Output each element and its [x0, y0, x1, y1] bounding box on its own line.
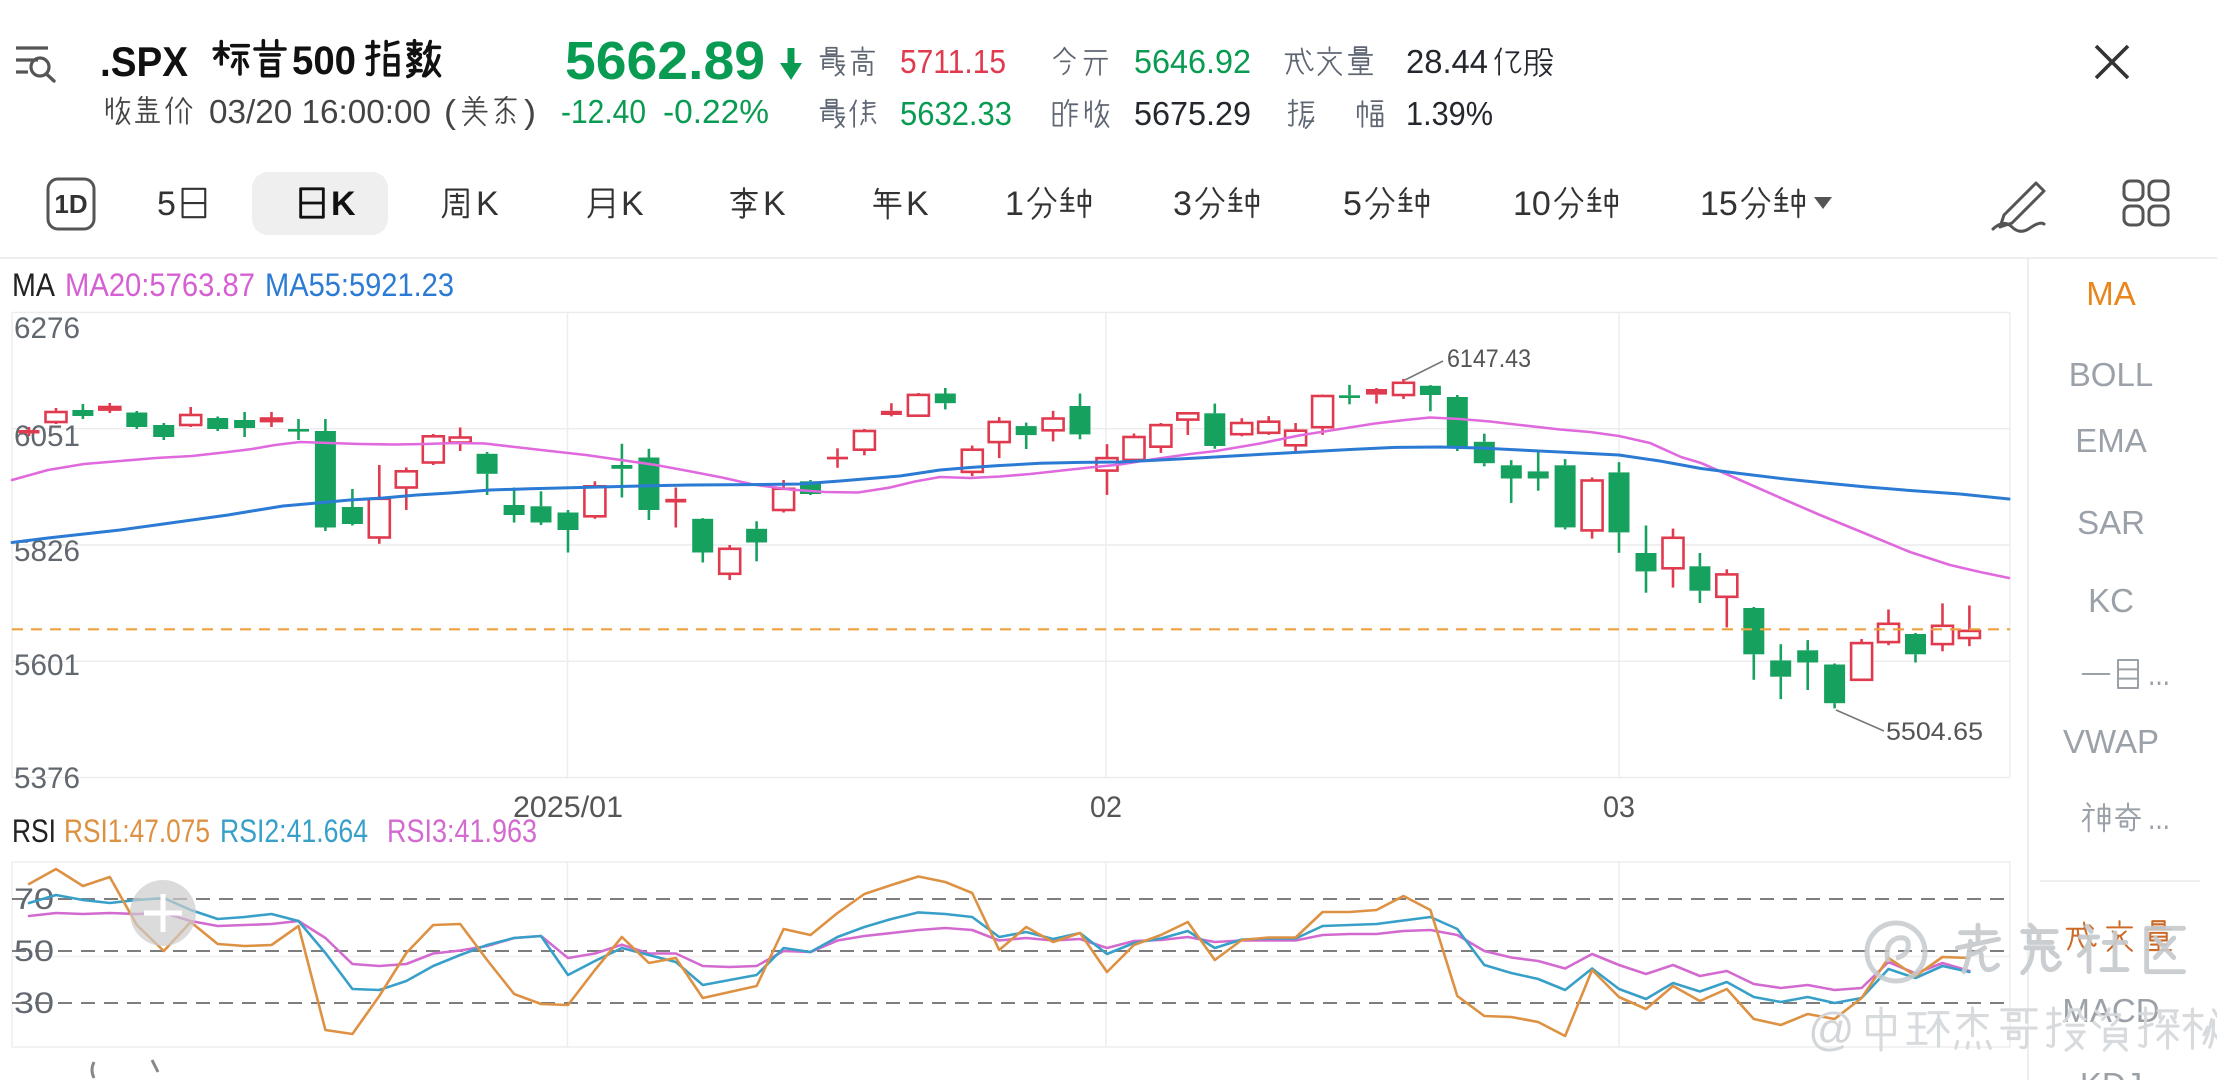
svg-text:5601: 5601: [14, 649, 80, 682]
svg-text:03: 03: [1603, 791, 1635, 824]
svg-text:500: 500: [292, 39, 356, 83]
svg-text:...: ...: [2148, 800, 2170, 836]
svg-text:-12.40: -12.40: [561, 93, 646, 130]
svg-text:RSI1:47.075: RSI1:47.075: [64, 813, 210, 849]
svg-text:KDJ: KDJ: [2080, 1066, 2142, 1080]
svg-text:EMA: EMA: [2075, 422, 2147, 459]
svg-text:SAR: SAR: [2077, 504, 2145, 541]
svg-text:@: @: [1808, 1003, 1855, 1055]
svg-text:1: 1: [1005, 185, 1024, 223]
svg-text:.SPX: .SPX: [100, 38, 188, 85]
svg-text:KC: KC: [2088, 582, 2134, 619]
svg-text:5: 5: [1343, 185, 1362, 223]
svg-text:28.44: 28.44: [1406, 43, 1488, 80]
svg-text:70: 70: [14, 883, 54, 916]
svg-text:K: K: [331, 185, 356, 223]
svg-text:6147.43: 6147.43: [1447, 345, 1531, 373]
svg-text:5711.15: 5711.15: [900, 43, 1006, 80]
svg-text:6051: 6051: [14, 420, 80, 453]
svg-text:02: 02: [1090, 791, 1122, 824]
svg-text:MA55:5921.23: MA55:5921.23: [265, 267, 454, 303]
svg-text:30: 30: [14, 987, 54, 1020]
svg-text:RSI3:41.963: RSI3:41.963: [387, 813, 537, 849]
svg-text:5504.65: 5504.65: [1886, 718, 1983, 746]
svg-text:50: 50: [14, 935, 54, 968]
svg-text:5646.92: 5646.92: [1134, 43, 1251, 80]
svg-text:K: K: [476, 185, 499, 223]
svg-text:5675.29: 5675.29: [1134, 95, 1251, 132]
svg-text:K: K: [906, 185, 929, 223]
svg-text:...: ...: [2148, 656, 2170, 692]
svg-text:5662.89: 5662.89: [565, 31, 765, 91]
svg-text:1.39%: 1.39%: [1406, 95, 1493, 132]
svg-text:K: K: [621, 185, 644, 223]
svg-text:(: (: [444, 93, 456, 130]
svg-text:6276: 6276: [14, 312, 80, 345]
svg-text:): ): [524, 93, 536, 130]
svg-text:03/20 16:00:00: 03/20 16:00:00: [209, 93, 431, 130]
svg-text:K: K: [763, 185, 786, 223]
svg-text:MA: MA: [2086, 275, 2136, 312]
svg-text:10: 10: [1513, 185, 1551, 223]
svg-text:RSI2:41.664: RSI2:41.664: [220, 813, 368, 849]
svg-text:1D: 1D: [54, 189, 87, 219]
svg-text:5376: 5376: [14, 762, 80, 795]
svg-text:3: 3: [1173, 185, 1192, 223]
svg-text:5632.33: 5632.33: [900, 95, 1012, 132]
svg-text:RSI: RSI: [12, 813, 56, 849]
svg-text:15: 15: [1700, 185, 1738, 223]
svg-text:BOLL: BOLL: [2069, 356, 2153, 393]
svg-text:MA20:5763.87: MA20:5763.87: [65, 267, 255, 303]
svg-text:VWAP: VWAP: [2063, 723, 2159, 760]
svg-text:2025/01: 2025/01: [513, 791, 623, 824]
svg-text:5: 5: [157, 185, 176, 223]
svg-text:MA: MA: [12, 267, 56, 303]
svg-text:-0.22%: -0.22%: [663, 93, 769, 130]
